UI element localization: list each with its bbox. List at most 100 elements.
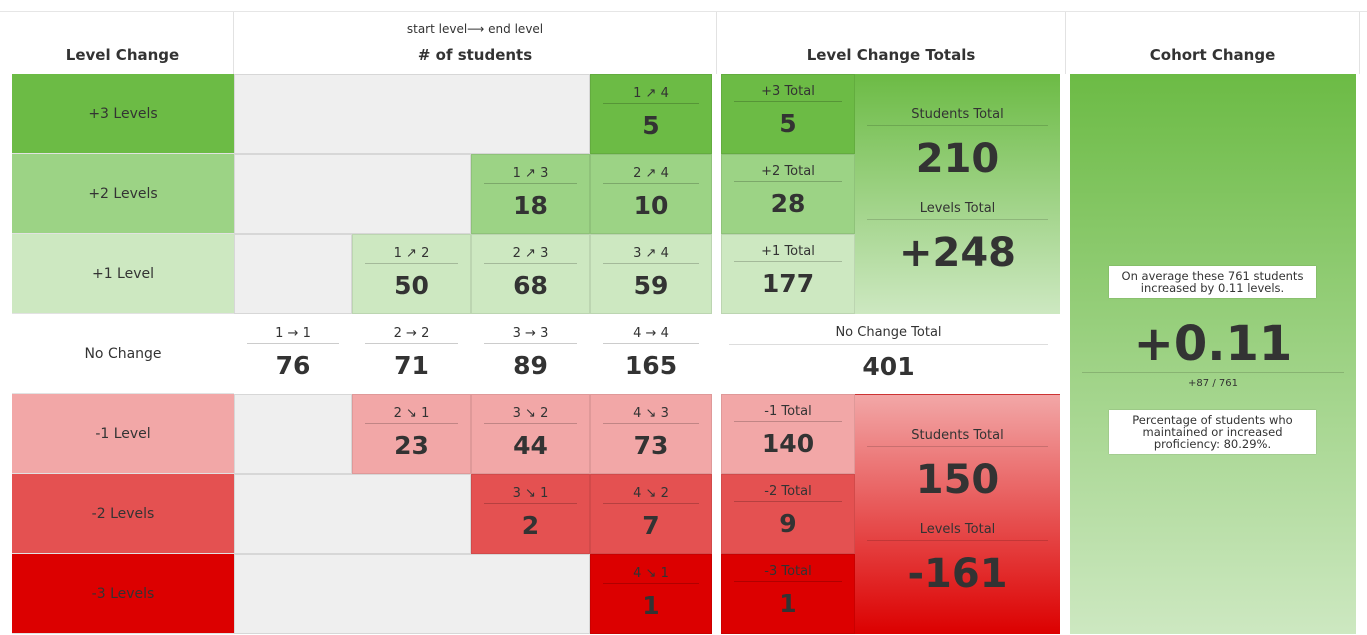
student-count: 7: [642, 511, 660, 540]
total-cell-plus3[interactable]: +3 Total 5: [721, 74, 855, 154]
transition-cell-4-to-4[interactable]: 4 → 4 165: [590, 314, 712, 394]
student-count: 2: [521, 511, 540, 540]
negative-summary-block: Students Total 150 Levels Total -161: [855, 394, 1060, 634]
row-label-text: -1 Level: [95, 425, 151, 442]
student-count: 89: [513, 351, 548, 380]
transition-label: 1 → 1: [247, 325, 339, 344]
total-count: 28: [770, 189, 806, 218]
empty-cell-area: [234, 74, 590, 154]
transition-cell-1-to-4[interactable]: 1 ↗ 4 5: [590, 74, 712, 154]
header-students: start level⟶ end level # of students: [234, 12, 717, 74]
total-count: 5: [779, 109, 797, 138]
cohort-percentage-text: Percentage of students who maintained or…: [1109, 410, 1316, 454]
positive-students-total: 210: [915, 136, 1000, 182]
negative-levels-total: -161: [907, 551, 1008, 597]
total-cell-plus1[interactable]: +1 Total 177: [721, 234, 855, 314]
transition-cell-2-to-2[interactable]: 2 → 2 71: [352, 314, 471, 394]
negative-students-total-label: Students Total: [867, 426, 1048, 447]
student-count: 76: [275, 351, 311, 380]
positive-students-total-label: Students Total: [867, 105, 1048, 126]
transition-cell-2-to-3[interactable]: 2 ↗ 3 68: [471, 234, 590, 314]
transition-cell-1-to-1[interactable]: 1 → 1 76: [234, 314, 352, 394]
transition-label: 4 → 4: [603, 325, 699, 344]
transition-cell-3-to-1[interactable]: 3 ↘ 1 2: [471, 474, 590, 554]
row-label-text: -2 Levels: [91, 505, 155, 522]
transition-label: 2 ↗ 3: [484, 245, 577, 264]
total-cell-minus1[interactable]: -1 Total 140: [721, 394, 855, 474]
positive-levels-total-label: Levels Total: [867, 199, 1048, 220]
cohort-change-value: +0.11: [1082, 316, 1344, 373]
total-cell-minus3[interactable]: -3 Total 1: [721, 554, 855, 634]
total-count: 140: [761, 429, 815, 458]
total-label: +2 Total: [734, 163, 842, 182]
total-cell-plus2[interactable]: +2 Total 28: [721, 154, 855, 234]
total-label: +1 Total: [734, 243, 842, 262]
student-count: 23: [394, 431, 429, 460]
transition-label: 3 ↗ 4: [603, 245, 699, 264]
student-count: 18: [513, 191, 548, 220]
header-students-title: # of students: [417, 46, 533, 64]
empty-cell-area: [234, 234, 352, 314]
positive-levels-total: +248: [898, 230, 1016, 276]
transition-cell-4-to-1[interactable]: 4 ↘ 1 1: [590, 554, 712, 634]
row-label-plus1: +1 Level: [12, 234, 234, 314]
empty-cell-area: [234, 154, 471, 234]
row-label-text: +2 Levels: [88, 185, 158, 202]
header-cohort-title: Cohort Change: [1149, 46, 1276, 64]
transition-cell-2-to-4[interactable]: 2 ↗ 4 10: [590, 154, 712, 234]
student-count: 50: [394, 271, 429, 300]
total-label: -1 Total: [734, 403, 842, 422]
transition-cell-1-to-3[interactable]: 1 ↗ 3 18: [471, 154, 590, 234]
header-level-change-title: Level Change: [65, 46, 180, 64]
row-label-minus2: -2 Levels: [12, 474, 234, 554]
total-cell-minus2[interactable]: -2 Total 9: [721, 474, 855, 554]
negative-students-total: 150: [915, 457, 1000, 503]
total-label: +3 Total: [734, 83, 842, 102]
no-change-total-count: 401: [862, 352, 915, 381]
cohort-average-text: On average these 761 students increased …: [1109, 266, 1316, 298]
empty-cell-area: [234, 474, 471, 554]
transition-label: 4 ↘ 1: [603, 565, 699, 584]
transition-label: 2 ↗ 4: [603, 165, 699, 184]
total-label: -2 Total: [734, 483, 842, 502]
no-change-total-label: No Change Total: [729, 322, 1048, 345]
transition-cell-4-to-2[interactable]: 4 ↘ 2 7: [590, 474, 712, 554]
cohort-change-fraction: +87 / 761: [1188, 378, 1238, 389]
student-count: 5: [642, 111, 660, 140]
row-label-text: +3 Levels: [88, 105, 158, 122]
student-count: 68: [513, 271, 548, 300]
transition-cell-3-to-3[interactable]: 3 → 3 89: [471, 314, 590, 394]
transition-label: 1 ↗ 2: [365, 245, 458, 264]
transition-cell-1-to-2[interactable]: 1 ↗ 2 50: [352, 234, 471, 314]
transition-label: 2 → 2: [365, 325, 458, 344]
transition-cell-4-to-3[interactable]: 4 ↘ 3 73: [590, 394, 712, 474]
total-count: 9: [779, 509, 797, 538]
total-label: -3 Total: [734, 563, 842, 582]
row-label-plus3: +3 Levels: [12, 74, 234, 154]
transition-label: 4 ↘ 3: [603, 405, 699, 424]
total-count: 1: [779, 589, 797, 618]
student-count: 1: [642, 591, 660, 620]
transition-cell-3-to-2[interactable]: 3 ↘ 2 44: [471, 394, 590, 474]
row-label-text: +1 Level: [91, 265, 155, 282]
transition-label: 3 ↘ 2: [484, 405, 577, 424]
header-level-change: Level Change: [12, 12, 234, 74]
positive-summary-block: Students Total 210 Levels Total +248: [855, 74, 1060, 314]
transition-label: 1 ↗ 4: [603, 85, 699, 104]
student-count: 73: [633, 431, 669, 460]
header-totals: Level Change Totals: [717, 12, 1066, 74]
negative-levels-total-label: Levels Total: [867, 520, 1048, 541]
transition-cell-3-to-4[interactable]: 3 ↗ 4 59: [590, 234, 712, 314]
student-count: 10: [633, 191, 669, 220]
row-label-no-change: No Change: [12, 314, 234, 394]
no-change-total-cell[interactable]: No Change Total 401: [717, 314, 1060, 394]
row-label-text: No Change: [84, 345, 162, 362]
row-label-plus2: +2 Levels: [12, 154, 234, 234]
student-count: 59: [633, 271, 669, 300]
transition-label: 1 ↗ 3: [484, 165, 577, 184]
header-cohort: Cohort Change: [1066, 12, 1360, 74]
empty-cell-area: [234, 554, 590, 634]
transition-cell-2-to-1[interactable]: 2 ↘ 1 23: [352, 394, 471, 474]
transition-label: 3 → 3: [484, 325, 577, 344]
total-count: 177: [761, 269, 815, 298]
